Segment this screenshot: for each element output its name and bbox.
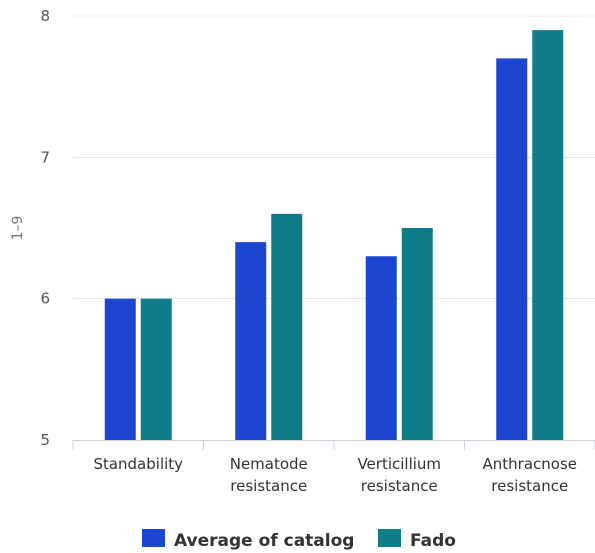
category-label: resistance xyxy=(491,477,568,495)
category-label: resistance xyxy=(230,477,307,495)
bars xyxy=(104,30,564,441)
x-axis-ticks xyxy=(72,440,595,450)
bar-average xyxy=(496,58,528,441)
legend-label[interactable]: Fado xyxy=(410,531,456,551)
y-tick-label: 8 xyxy=(40,7,50,25)
y-tick-label: 7 xyxy=(40,148,50,166)
category-label: Nematode xyxy=(230,455,308,473)
y-tick-label: 5 xyxy=(40,431,50,449)
bar-fado xyxy=(140,298,172,440)
bar-fado xyxy=(401,228,433,440)
category-label: Standability xyxy=(93,455,183,473)
category-label: resistance xyxy=(361,477,438,495)
legend-swatch xyxy=(142,529,165,547)
y-axis-label: 1–9 xyxy=(10,216,26,241)
category-label: Anthracnose xyxy=(483,455,578,473)
x-axis-labels: Standability Nematode resistance Verticilli… xyxy=(93,455,577,495)
legend-label[interactable]: Average of catalog xyxy=(174,531,354,551)
bar-fado xyxy=(532,30,564,441)
category-label: Verticillium xyxy=(357,455,441,473)
bar-average xyxy=(365,256,397,440)
bar-average xyxy=(235,242,267,440)
bar-average xyxy=(104,298,136,440)
bar-fado xyxy=(271,213,303,440)
legend-swatch xyxy=(378,529,401,547)
y-axis-ticks: 5 6 7 8 xyxy=(40,7,50,449)
legend: Average of catalog Fado xyxy=(142,529,456,551)
y-tick-label: 6 xyxy=(40,290,50,308)
